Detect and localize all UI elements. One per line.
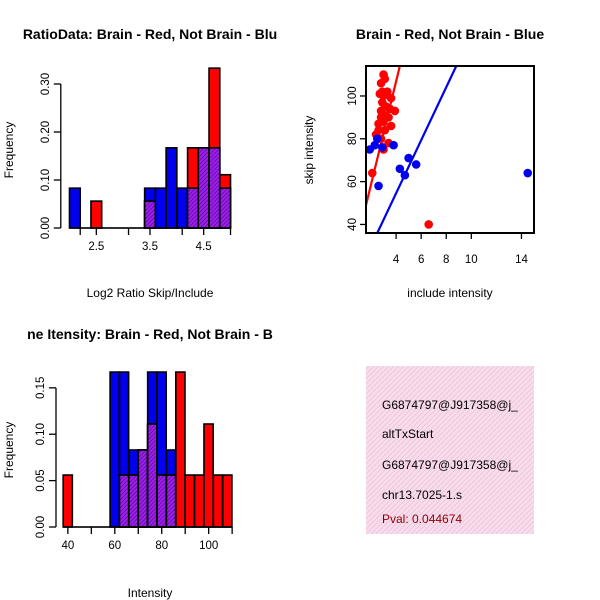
y-tick-label: 0.15 bbox=[35, 377, 47, 399]
histogram-bar-overlap-hatch bbox=[208, 147, 221, 229]
scatter-point-brain bbox=[374, 119, 383, 129]
histogram-bar-overlap-hatch bbox=[165, 474, 177, 528]
x-tick-label: 14 bbox=[515, 254, 528, 266]
x-tick-label: 6 bbox=[418, 254, 424, 266]
x-tick-label: 2.5 bbox=[88, 241, 104, 253]
info-location: chr13.7025-1.s bbox=[382, 488, 462, 502]
scatter-point-brain bbox=[424, 220, 433, 229]
scatter-point-not-brain bbox=[411, 160, 421, 169]
histogram-bar-brain bbox=[203, 423, 214, 528]
x-tick-label: 10 bbox=[465, 254, 478, 266]
histogram-bar-overlap-hatch bbox=[186, 187, 200, 229]
info-event-type: altTxStart bbox=[382, 427, 434, 441]
info-gene-id-2: G6874797@J917358@j_ bbox=[382, 458, 518, 472]
x-tick-label: 60 bbox=[108, 540, 121, 552]
scatter-point-not-brain bbox=[395, 164, 405, 174]
scatter-point-brain bbox=[380, 125, 390, 135]
x-tick-label: 100 bbox=[199, 540, 218, 552]
histogram-bar-not-brain bbox=[154, 187, 167, 229]
scatter-point-brain bbox=[386, 93, 396, 103]
histogram-bar-overlap-hatch bbox=[218, 187, 232, 229]
intensity-scatter-panel: Brain - Red, Not Brain - Blue include in… bbox=[302, 26, 544, 300]
scatter-point-brain bbox=[379, 91, 388, 101]
info-box-background bbox=[366, 366, 534, 534]
chart-title: ne Itensity: Brain - Red, Not Brain - B bbox=[27, 326, 273, 342]
y-tick-label: 0.10 bbox=[35, 423, 47, 445]
info-pval: Pval: 0.044674 bbox=[382, 512, 462, 526]
scatter-point-brain bbox=[367, 168, 377, 178]
plot-frame bbox=[365, 65, 535, 234]
info-box: G6874797@J917358@j_ altTxStart G6874797@… bbox=[366, 366, 534, 534]
y-axis-label: Frequency bbox=[2, 122, 16, 179]
y-tick-label: 40 bbox=[347, 218, 359, 231]
histogram-bar-brain bbox=[212, 474, 224, 528]
y-tick-label: 0.00 bbox=[40, 217, 52, 239]
intensity-histogram-panel: ne Itensity: Brain - Red, Not Brain - B … bbox=[2, 326, 273, 600]
scatter-point-not-brain bbox=[523, 168, 533, 178]
scatter-point-not-brain bbox=[370, 140, 380, 150]
histogram-bar-brain bbox=[184, 474, 196, 528]
x-tick-label: 4.5 bbox=[196, 241, 212, 253]
chart-title: RatioData: Brain - Red, Not Brain - Blu bbox=[23, 26, 277, 42]
x-tick-label: 4 bbox=[393, 254, 400, 266]
scatter-point-not-brain bbox=[389, 140, 398, 150]
plot-area bbox=[366, 66, 533, 233]
ratio-histogram-panel: RatioData: Brain - Red, Not Brain - Blu … bbox=[2, 26, 277, 300]
histogram-bar-not-brain bbox=[68, 187, 82, 229]
histogram-bar-not-brain bbox=[165, 147, 178, 229]
y-tick-label: 80 bbox=[347, 132, 359, 145]
x-tick-label: 8 bbox=[443, 254, 449, 266]
histogram-bar-overlap-hatch bbox=[128, 474, 139, 528]
scatter-point-not-brain bbox=[400, 170, 410, 180]
histogram-bar-overlap-hatch bbox=[146, 423, 158, 528]
histogram-bar-brain bbox=[193, 474, 205, 528]
y-tick-label: 0.05 bbox=[35, 469, 47, 491]
fit-line-not-brain bbox=[376, 66, 458, 233]
histogram-bar-brain bbox=[90, 200, 103, 229]
histogram-bar-not-brain bbox=[176, 187, 189, 229]
x-tick-label: 40 bbox=[61, 540, 74, 552]
y-axis-label: skip intensity bbox=[302, 116, 316, 185]
x-tick-label: 3.5 bbox=[142, 241, 158, 253]
x-tick-label: 80 bbox=[155, 540, 168, 552]
histogram-bar-brain bbox=[175, 371, 186, 528]
scatter-point-brain bbox=[386, 121, 396, 131]
histogram-bar-brain bbox=[221, 474, 233, 528]
y-tick-label: 60 bbox=[347, 175, 359, 188]
histogram-bar-brain bbox=[62, 474, 74, 528]
y-tick-label: 0.10 bbox=[40, 169, 52, 191]
x-axis-label: Log2 Ratio Skip/Include bbox=[87, 286, 214, 300]
histogram-bar-not-brain bbox=[109, 371, 121, 528]
scatter-point-not-brain bbox=[377, 143, 387, 152]
x-axis-label: include intensity bbox=[407, 286, 492, 300]
histogram-bar-overlap-hatch bbox=[137, 449, 149, 528]
scatter-point-brain bbox=[390, 106, 400, 116]
scatter-point-not-brain bbox=[404, 153, 413, 163]
x-axis-label: Intensity bbox=[128, 586, 173, 600]
scatter-point-not-brain bbox=[374, 181, 383, 191]
histogram-bar-overlap-hatch bbox=[118, 474, 130, 528]
y-tick-label: 0.00 bbox=[35, 516, 47, 538]
info-gene-id: G6874797@J917358@j_ bbox=[382, 398, 518, 412]
histogram-bar-overlap-hatch bbox=[197, 147, 210, 229]
chart-title: Brain - Red, Not Brain - Blue bbox=[356, 26, 544, 42]
y-tick-label: 100 bbox=[347, 86, 359, 105]
y-tick-label: 0.30 bbox=[40, 73, 52, 95]
y-tick-label: 0.20 bbox=[40, 121, 52, 143]
histogram-bar-overlap-hatch bbox=[156, 474, 167, 528]
histogram-bar-overlap-hatch bbox=[143, 200, 157, 229]
y-axis-label: Frequency bbox=[2, 422, 16, 479]
scatter-point-brain bbox=[376, 78, 386, 88]
